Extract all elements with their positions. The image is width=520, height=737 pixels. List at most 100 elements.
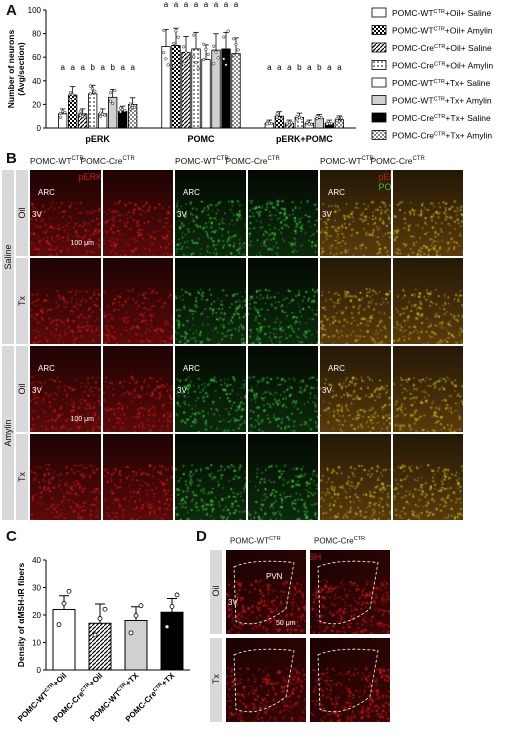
data-point xyxy=(216,56,220,60)
third-ventricle-label: 3V xyxy=(177,386,187,395)
data-point xyxy=(196,67,200,71)
row-bar xyxy=(210,638,222,722)
y-axis-label: Density of αMSH-IR fibers xyxy=(16,563,26,668)
data-point xyxy=(279,117,284,121)
speckle-layer xyxy=(30,258,101,344)
outline-path xyxy=(233,648,295,713)
speckle-layer xyxy=(175,258,246,344)
micrograph xyxy=(30,258,101,344)
legend-swatch xyxy=(371,130,387,140)
data-point xyxy=(337,119,341,123)
speckle-layer xyxy=(175,170,246,256)
row-bar xyxy=(16,170,28,256)
micrograph xyxy=(320,434,391,520)
data-point xyxy=(234,42,238,46)
group-label: Amylin xyxy=(3,419,13,447)
y-tick-label: 80 xyxy=(32,30,41,39)
significance-letter: b xyxy=(90,63,95,72)
bar xyxy=(124,620,148,671)
stain-label-amsh: αMSH xyxy=(310,552,322,562)
bar xyxy=(231,53,241,129)
bar xyxy=(160,611,184,671)
arc-label: ARC xyxy=(183,364,200,373)
arc-label: ARC xyxy=(183,188,200,197)
data-point xyxy=(71,93,75,97)
group-label: pERK xyxy=(85,134,110,144)
data-point xyxy=(236,48,240,52)
column-header: POMC-CreCTR xyxy=(314,536,366,546)
data-point xyxy=(61,601,67,606)
micrograph xyxy=(392,346,463,432)
data-point xyxy=(212,62,216,66)
outline-path xyxy=(317,648,379,713)
data-point xyxy=(93,89,97,93)
data-point xyxy=(162,28,166,32)
data-point xyxy=(83,115,87,119)
speckle-layer xyxy=(102,170,173,256)
data-point xyxy=(232,37,236,41)
data-point xyxy=(78,109,82,113)
data-point xyxy=(192,55,196,59)
speckle-layer xyxy=(247,258,318,344)
significance-letter: b xyxy=(110,63,115,72)
row-label: Oil xyxy=(211,585,221,597)
column-header: POMC-WTCTR xyxy=(230,536,281,546)
micrograph: PVN 3V 50 μm xyxy=(226,550,306,634)
data-point xyxy=(92,632,98,638)
micrograph: ARC 3V xyxy=(175,346,246,432)
column-header: POMC-CreCTR xyxy=(80,156,135,166)
bar xyxy=(88,622,112,671)
data-point xyxy=(58,111,62,116)
bar xyxy=(171,45,181,129)
y-tick-label: 40 xyxy=(32,556,41,565)
data-point xyxy=(319,116,324,120)
bar xyxy=(191,48,201,129)
significance-letter: a xyxy=(70,63,75,72)
data-point xyxy=(325,122,329,126)
panel-letter-b: B xyxy=(6,150,17,167)
y-tick-label: 0 xyxy=(37,666,42,675)
micrograph: αMSH xyxy=(310,550,390,634)
data-point xyxy=(295,117,299,121)
y-tick-label: 20 xyxy=(32,611,41,620)
data-point xyxy=(184,50,188,55)
data-point xyxy=(275,112,279,116)
speckle-layer xyxy=(247,346,318,432)
row-label: Tx xyxy=(211,674,221,684)
data-point xyxy=(222,35,226,39)
data-point xyxy=(329,122,334,126)
third-ventricle-label: 3V xyxy=(322,386,332,395)
group-label: Saline xyxy=(3,244,13,270)
data-point xyxy=(133,105,137,109)
legend-label: POMC-CreCTR+Tx+ Saline xyxy=(392,113,491,123)
micrograph: ARC 3V 100 μm xyxy=(30,346,101,432)
data-point xyxy=(91,87,95,91)
speckle-layer xyxy=(247,170,318,256)
significance-letter: a xyxy=(184,0,189,9)
data-point xyxy=(285,121,289,125)
data-point xyxy=(204,47,208,51)
pvn-outline xyxy=(317,560,379,625)
arc-label: ARC xyxy=(38,364,55,373)
data-point xyxy=(335,116,339,121)
data-point xyxy=(174,592,180,598)
micrograph xyxy=(310,638,390,722)
chart-a: 0 20 40 60 80 100 Number of neurons(Avg/sectio… xyxy=(6,0,493,144)
third-ventricle-label: 3V xyxy=(322,210,332,219)
speckle-layer xyxy=(392,170,463,256)
column-header: POMC-CreCTR xyxy=(370,156,425,166)
arc-label: ARC xyxy=(328,364,345,373)
bar xyxy=(88,93,98,129)
y-tick-label: 20 xyxy=(32,100,41,109)
micrograph: ARC3VPOMC xyxy=(175,170,246,256)
data-point xyxy=(182,45,186,49)
scale-bar-label: 100 μm xyxy=(70,416,95,423)
bar xyxy=(221,48,231,129)
data-point xyxy=(194,61,198,65)
micrograph xyxy=(102,346,173,432)
significance-letter: a xyxy=(234,0,239,9)
data-point xyxy=(305,120,309,125)
data-point xyxy=(265,122,269,126)
bar xyxy=(211,49,221,129)
